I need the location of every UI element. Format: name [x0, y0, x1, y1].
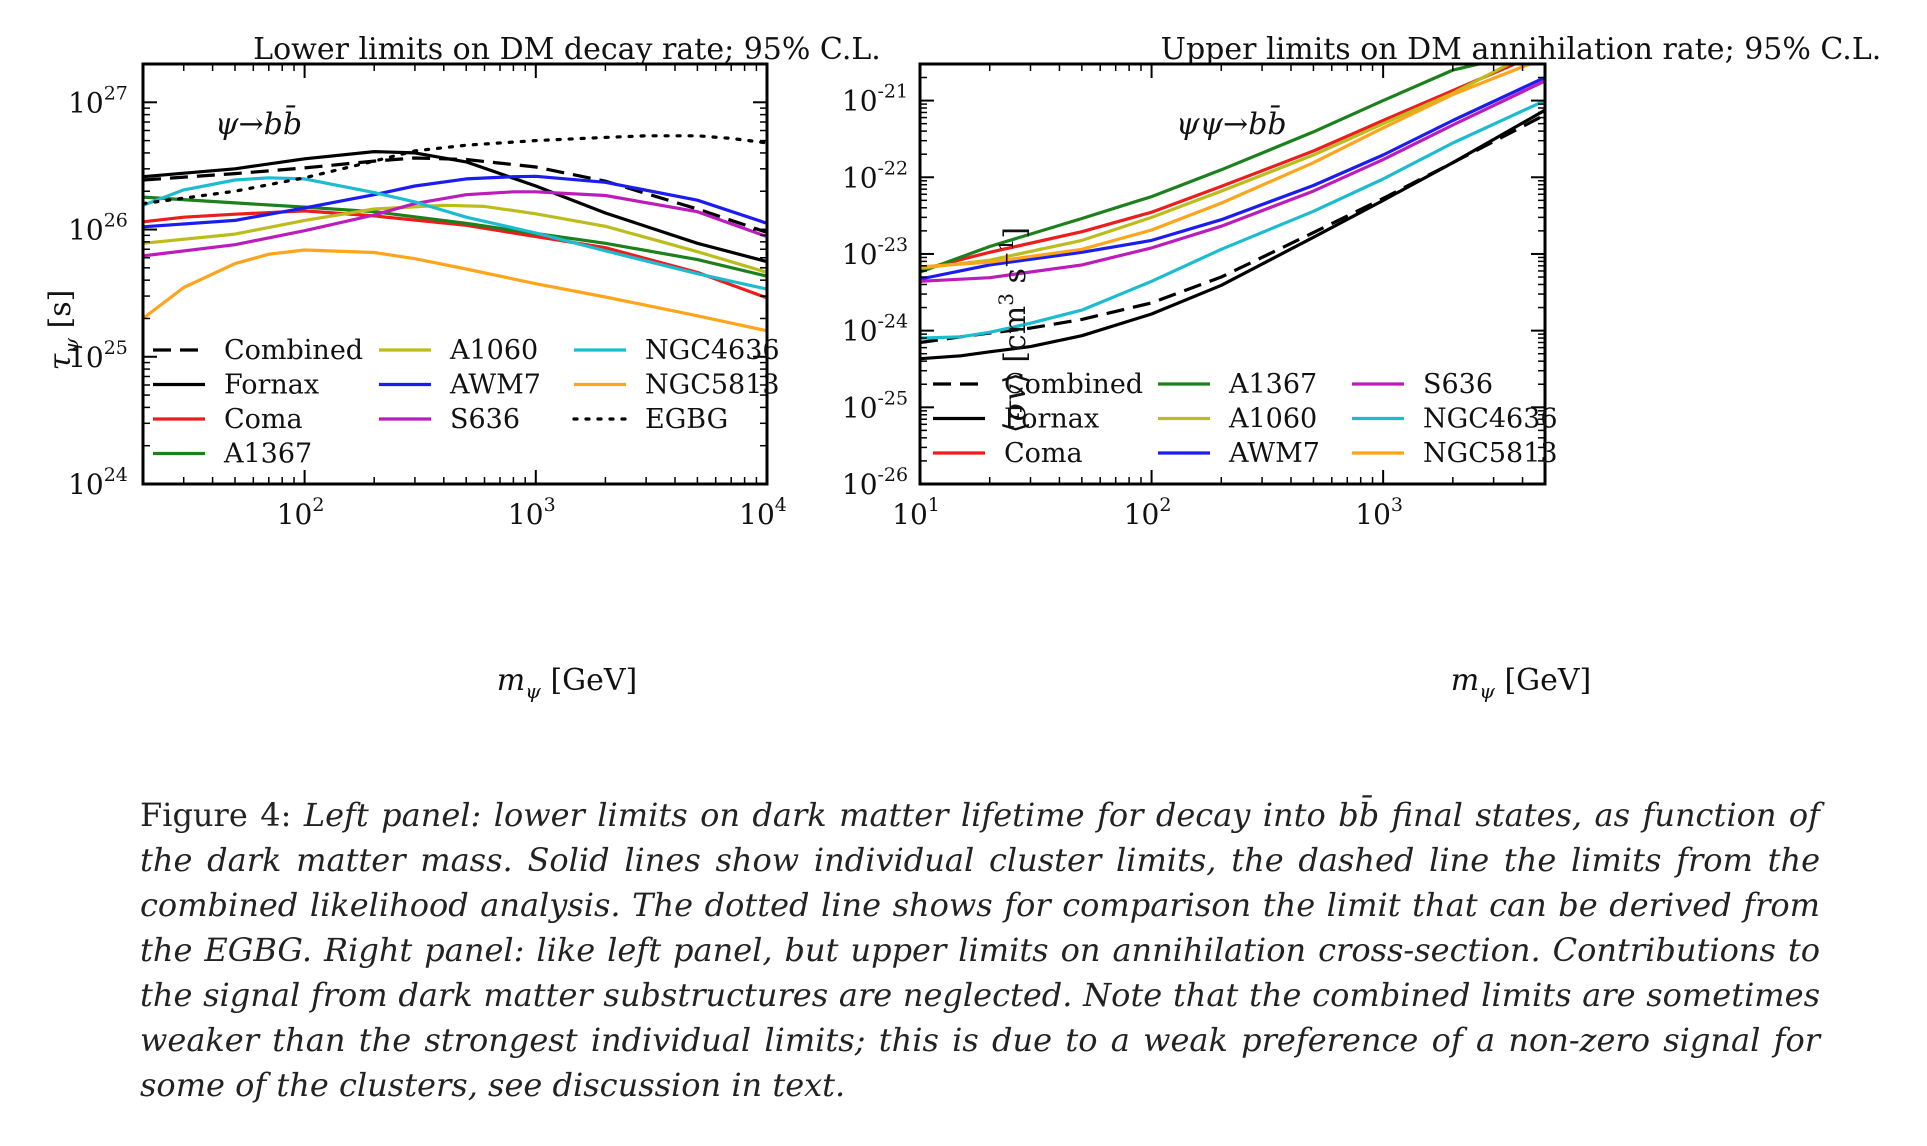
- right-y-tick-label: 10-24: [842, 311, 908, 348]
- left-legend-entry-coma: Coma: [153, 404, 303, 435]
- left-x-axis-label: mψ [GeV]: [497, 663, 637, 703]
- right-legend-label-a1060: A1060: [1228, 404, 1317, 435]
- right-series-a1060: [920, 64, 1510, 270]
- left-series-fornax: [143, 150, 767, 264]
- right-y-tick-label: 10-26: [842, 464, 908, 501]
- right-x-tick-label: 102: [1124, 494, 1172, 531]
- left-legend-label-ngc5813: NGC5813: [645, 370, 780, 401]
- left-plot-axes: 102 103 104 1024 1025 1026 1027: [68, 62, 787, 531]
- right-annotation-text: ψψ→bb̄: [1176, 104, 1287, 142]
- right-legend-label-awm7: AWM7: [1228, 438, 1320, 469]
- right-legend-entry-combined: Combined: [933, 369, 1143, 400]
- right-x-tick-label: 101: [892, 494, 940, 531]
- caption-text: Left panel: lower limits on dark matter …: [140, 796, 1821, 1104]
- left-legend-label-awm7: AWM7: [449, 370, 541, 401]
- right-plot-axes: 101 102 103 10-26 10-25 10-24 10-23 10-22 10-21: [842, 62, 1547, 531]
- left-series-clip: [143, 134, 767, 333]
- right-legend-label-fornax: Fornax: [1004, 404, 1099, 435]
- left-panel-annotation: ψ→bb̄: [215, 104, 302, 142]
- left-series-egbg: [143, 134, 767, 206]
- left-x-tick-label: 104: [739, 494, 787, 531]
- left-y-axis-label: τψ [s]: [43, 290, 83, 371]
- left-x-tick-label: 103: [508, 494, 556, 531]
- left-legend-label-fornax: Fornax: [224, 370, 319, 401]
- right-series-awm7: [920, 76, 1545, 281]
- left-legend-entry-egbg: EGBG: [572, 404, 728, 435]
- left-legend-entry-ngc5813: NGC5813: [574, 370, 780, 401]
- left-legend-label-s636: S636: [450, 404, 520, 435]
- right-legend-label-ngc5813: NGC5813: [1423, 438, 1558, 469]
- right-plot-frame: [918, 62, 1547, 486]
- right-legend-entry-a1060: A1060: [1158, 404, 1317, 435]
- left-legend-entry-awm7: AWM7: [379, 370, 541, 401]
- right-series-fornax: [920, 108, 1545, 361]
- left-series-ngc5813: [143, 248, 767, 333]
- left-series-s636: [143, 190, 767, 258]
- caption-label: Figure 4:: [140, 796, 292, 834]
- left-legend-label-egbg: EGBG: [645, 404, 728, 435]
- right-legend-entry-a1367: A1367: [1158, 369, 1317, 400]
- right-series-s636: [920, 79, 1545, 283]
- left-legend-label-a1367: A1367: [223, 439, 312, 470]
- left-plot-frame: [141, 62, 769, 486]
- right-y-tick-label: 10-21: [842, 81, 908, 118]
- left-series-coma: [143, 209, 767, 300]
- right-x-axis-label: mψ [GeV]: [1451, 663, 1591, 703]
- right-legend-label-a1367: A1367: [1228, 369, 1317, 400]
- right-y-tick-label: 10-22: [842, 157, 908, 194]
- right-legend-label-coma: Coma: [1004, 438, 1083, 469]
- left-legend-entry-a1367: A1367: [153, 439, 312, 470]
- right-panel-annihilation-limits: Upper limits on DM annihilation rate; 95…: [842, 32, 1881, 703]
- right-series-ngc5813: [920, 64, 1531, 269]
- figure-plots: Lower limits on DM decay rate; 95% C.L. …: [43, 32, 1881, 703]
- right-y-axis-label: ⟨σv⟩ [cm3 s−1]: [994, 227, 1033, 433]
- left-y-tick-label: 1027: [68, 82, 128, 119]
- left-legend-entry-fornax: Fornax: [153, 370, 319, 401]
- figure-caption: Figure 4: Left panel: lower limits on da…: [140, 793, 1820, 1108]
- right-legend-label-combined: Combined: [1004, 369, 1143, 400]
- right-y-tick-label: 10-25: [842, 387, 908, 424]
- right-x-tick-label: 103: [1355, 494, 1403, 531]
- right-legend-entry-ngc5813: NGC5813: [1352, 438, 1558, 469]
- left-plot-series: [143, 134, 767, 333]
- right-legend-entry-ngc4636: NGC4636: [1352, 404, 1558, 435]
- left-series-ngc4636: [143, 176, 767, 291]
- left-y-tick-label: 1024: [68, 464, 128, 501]
- left-y-tick-label: 1026: [68, 210, 128, 247]
- right-panel-title: Upper limits on DM annihilation rate; 95…: [1161, 32, 1882, 67]
- left-panel-title: Lower limits on DM decay rate; 95% C.L.: [253, 32, 881, 67]
- left-legend-label-combined: Combined: [224, 335, 363, 366]
- right-legend-entry-s636: S636: [1352, 369, 1493, 400]
- right-series-ngc4636: [920, 99, 1545, 340]
- right-legend-label-s636: S636: [1423, 369, 1493, 400]
- left-legend-label-ngc4636: NGC4636: [645, 335, 780, 366]
- right-plot-series: [920, 64, 1545, 361]
- left-annotation-text: ψ→bb̄: [215, 104, 302, 142]
- right-legend-entry-fornax: Fornax: [933, 404, 1099, 435]
- left-legend-entry-ngc4636: NGC4636: [574, 335, 780, 366]
- right-legend-entry-awm7: AWM7: [1158, 438, 1320, 469]
- left-legend-label-a1060: A1060: [449, 335, 538, 366]
- left-y-tick-label: 1025: [68, 337, 128, 374]
- right-y-tick-label: 10-23: [842, 234, 908, 271]
- left-legend-entry-s636: S636: [379, 404, 520, 435]
- right-series-coma: [920, 64, 1516, 272]
- right-series-clip: [920, 64, 1545, 361]
- left-series-a1060: [143, 203, 767, 274]
- left-panel-decay-limits: Lower limits on DM decay rate; 95% C.L. …: [43, 32, 881, 703]
- left-legend-entry-a1060: A1060: [379, 335, 538, 366]
- right-panel-annotation: ψψ→bb̄: [1176, 104, 1287, 142]
- right-series-a1367: [920, 64, 1480, 274]
- left-series-a1367: [143, 195, 767, 278]
- left-legend-entry-combined: Combined: [153, 335, 363, 366]
- right-legend-label-ngc4636: NGC4636: [1423, 404, 1558, 435]
- left-x-tick-label: 102: [277, 494, 325, 531]
- right-legend-entry-coma: Coma: [933, 438, 1083, 469]
- left-legend-label-coma: Coma: [224, 404, 303, 435]
- left-series-awm7: [143, 174, 767, 229]
